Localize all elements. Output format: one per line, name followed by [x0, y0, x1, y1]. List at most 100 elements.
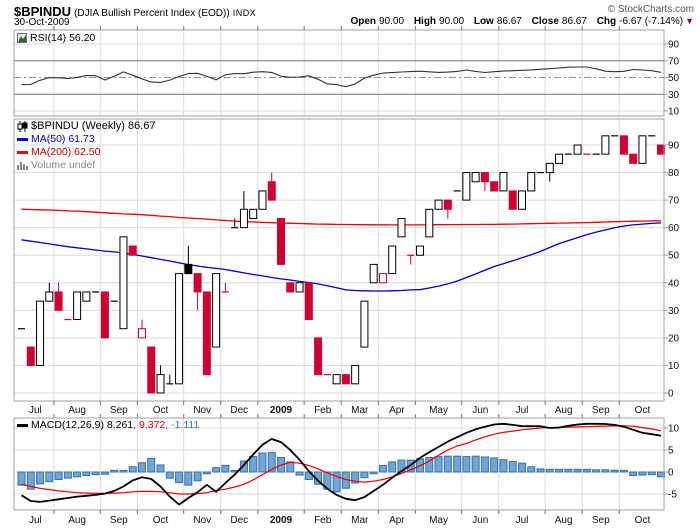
hist-bar	[100, 471, 109, 475]
ma50-line	[21, 222, 662, 292]
candle	[425, 208, 434, 238]
ma50-legend-label: MA(50) 61.73	[31, 133, 95, 145]
svg-text:Dec: Dec	[230, 405, 248, 416]
ma200-line-icon	[17, 151, 28, 154]
hist-bar	[110, 469, 119, 473]
low-value: 86.67	[496, 16, 522, 27]
candle	[555, 153, 564, 164]
candle	[184, 263, 193, 275]
candle	[137, 328, 146, 339]
price-legend-label: $BPINDU (Weekly) 86.67	[31, 120, 156, 132]
candle	[601, 135, 610, 155]
close-value: 86.67	[561, 16, 587, 27]
svg-text:40: 40	[668, 278, 680, 289]
svg-text:50: 50	[668, 251, 680, 262]
hist-bar	[17, 471, 26, 486]
price-panel: 90 80 70 60 50 40 30 20 10 0	[13, 118, 680, 402]
hist-bar	[45, 471, 54, 483]
svg-text:0: 0	[668, 389, 674, 400]
low-label: Low	[473, 16, 494, 27]
hist-bar	[601, 469, 610, 473]
svg-text:Feb: Feb	[314, 405, 332, 416]
hist-bar	[267, 452, 276, 473]
candle	[202, 291, 211, 376]
macd-legend: MACD(12,26,9) 8.261, 9.372, -1.111	[17, 419, 199, 432]
hist-bar	[54, 471, 63, 480]
stockcharts-copyright-link[interactable]: © StockCharts.com	[607, 4, 694, 15]
svg-text:Feb: Feb	[314, 515, 332, 526]
rsi-line	[21, 66, 662, 88]
svg-text:0: 0	[668, 468, 674, 479]
hist-bar	[295, 471, 304, 476]
hist-bar	[332, 471, 341, 493]
ma50-line-icon	[17, 138, 28, 141]
svg-text:5: 5	[668, 446, 674, 457]
hist-bar	[202, 471, 211, 475]
hist-bar	[490, 457, 499, 473]
hist-bar	[378, 464, 387, 473]
candle	[175, 273, 184, 385]
candle	[629, 153, 638, 164]
hist-bar	[471, 455, 480, 473]
svg-text:20: 20	[668, 333, 680, 344]
hist-bar	[147, 457, 156, 473]
svg-text:Oct: Oct	[635, 405, 651, 416]
hist-bar	[82, 471, 91, 477]
hist-bar	[258, 452, 267, 473]
hist-bar	[249, 456, 258, 473]
svg-text:Aug: Aug	[68, 405, 86, 416]
x-axis-bottom: Jul Aug Sep Oct Nov Dec 2009 Feb Mar Apr May Jun Jul…	[29, 510, 650, 526]
svg-text:Oct: Oct	[635, 515, 651, 526]
svg-text:50: 50	[668, 73, 680, 84]
hist-bar	[555, 468, 564, 473]
svg-text:Dec: Dec	[230, 515, 248, 526]
hist-bar	[128, 466, 137, 473]
hist-bar	[573, 468, 582, 473]
svg-text:30: 30	[668, 90, 680, 101]
candle	[82, 291, 91, 302]
candle	[462, 172, 471, 201]
svg-text:2009: 2009	[270, 515, 293, 526]
candle	[638, 135, 647, 164]
hist-bar	[193, 471, 202, 482]
rsi-legend-label: RSI(14) 56.20	[30, 32, 96, 44]
svg-text:Aug: Aug	[68, 515, 86, 526]
hist-bar	[36, 471, 45, 485]
svg-text:70: 70	[668, 56, 680, 67]
svg-text:May: May	[429, 515, 448, 526]
candle	[286, 282, 295, 293]
candlestick-icon	[17, 121, 28, 132]
candle	[527, 172, 536, 192]
svg-text:Sep: Sep	[110, 515, 128, 526]
svg-text:Mar: Mar	[351, 405, 369, 416]
svg-text:Jul: Jul	[516, 405, 529, 416]
candle	[119, 236, 128, 330]
rsi-legend: RSI(14) 56.20	[17, 32, 95, 45]
candle	[517, 190, 526, 210]
ma200-line	[21, 208, 662, 226]
candle	[212, 273, 221, 348]
high-label: High	[413, 16, 437, 27]
hist-bar	[545, 468, 554, 473]
svg-text:90: 90	[668, 140, 680, 151]
hist-bar	[91, 471, 100, 476]
candle	[239, 208, 248, 229]
svg-text:Jun: Jun	[472, 515, 488, 526]
svg-text:90: 90	[668, 40, 680, 51]
candle	[147, 346, 156, 394]
macd-line	[21, 422, 662, 506]
svg-text:Oct: Oct	[153, 515, 169, 526]
macd-legend-label: MACD(12,26,9) 8.261	[31, 419, 134, 431]
candle	[351, 364, 360, 385]
hist-bar	[629, 471, 638, 477]
macd-line-icon	[17, 423, 28, 427]
hist-bar	[527, 466, 536, 473]
hist-bar	[73, 471, 82, 478]
candle	[332, 374, 341, 385]
symbol-exchange: INDX	[232, 8, 257, 18]
candle	[73, 291, 82, 321]
candle	[508, 190, 517, 210]
candle	[258, 190, 267, 210]
hist-bar	[388, 461, 397, 473]
